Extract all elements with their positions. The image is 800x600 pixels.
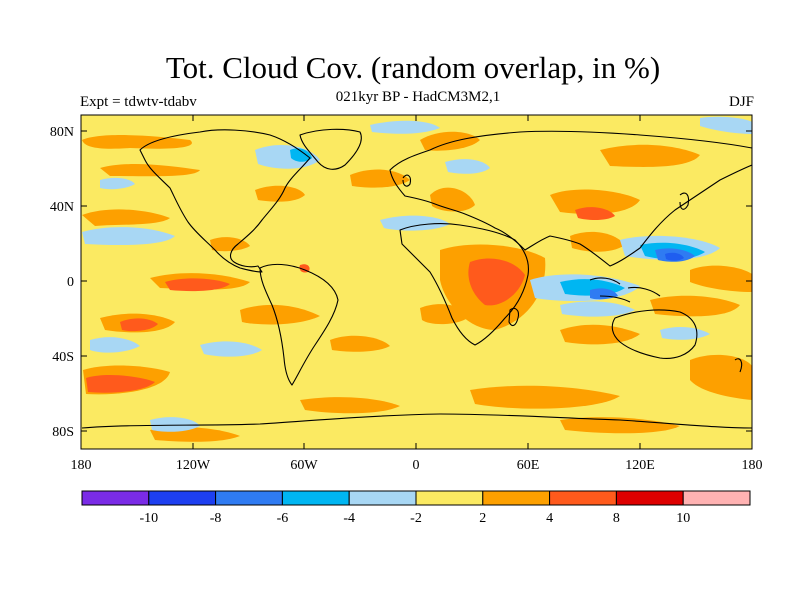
- colorbar-swatch: [549, 490, 617, 506]
- colorbar-label: 2: [479, 511, 486, 526]
- strong-positive-cores: [86, 207, 615, 393]
- anomaly-field: [81, 116, 752, 442]
- lon-tick-label: 120E: [625, 458, 655, 473]
- colorbar-label: 10: [676, 511, 690, 526]
- colorbar-label: 8: [613, 511, 620, 526]
- colorbar-label: -10: [139, 511, 158, 526]
- colorbar-swatch: [682, 490, 751, 506]
- latitude-axis: 80N 40N 0 40S 80S: [50, 125, 752, 440]
- lat-tick-label: 0: [67, 275, 74, 290]
- lon-tick-label: 120W: [176, 458, 211, 473]
- colorbar: [81, 490, 751, 506]
- colorbar-labels: -10 -8 -6 -4 -2 2 4 8 10: [139, 511, 690, 526]
- positive-anomaly-patches: [82, 131, 752, 442]
- lon-tick-label: 180: [71, 458, 92, 473]
- lon-tick-label: 60W: [290, 458, 318, 473]
- lat-tick-label: 80S: [52, 425, 74, 440]
- colorbar-swatch: [348, 490, 417, 506]
- strongest-negative-core: [665, 252, 684, 261]
- season-label: DJF: [728, 94, 754, 110]
- colorbar-label: -6: [277, 511, 289, 526]
- colorbar-label: -2: [410, 511, 422, 526]
- chart-title: Tot. Cloud Cov. (random overlap, in %): [165, 50, 661, 85]
- experiment-label: Expt = tdwtv-tdabv: [80, 94, 197, 110]
- colorbar-swatch: [215, 490, 283, 506]
- colorbar-swatch: [81, 490, 150, 506]
- lat-tick-label: 40N: [50, 200, 74, 215]
- lat-tick-label: 40S: [52, 350, 74, 365]
- colorbar-label: 4: [546, 511, 553, 526]
- lon-tick-label: 60E: [517, 458, 540, 473]
- lat-tick-label: 80N: [50, 125, 74, 140]
- colorbar-swatch: [281, 490, 350, 506]
- colorbar-label: -8: [210, 511, 222, 526]
- longitude-axis: 180 120W 60W 0 60E 120E 180: [71, 115, 763, 473]
- chart-subtitle: 021kyr BP - HadCM3M2,1: [335, 89, 501, 105]
- coastlines: [81, 128, 752, 429]
- colorbar-swatch: [615, 490, 684, 506]
- colorbar-swatch: [148, 490, 217, 506]
- colorbar-swatch: [482, 490, 551, 506]
- lon-tick-label: 180: [742, 458, 763, 473]
- lon-tick-label: 0: [413, 458, 420, 473]
- colorbar-label: -4: [343, 511, 355, 526]
- colorbar-swatch: [415, 490, 484, 506]
